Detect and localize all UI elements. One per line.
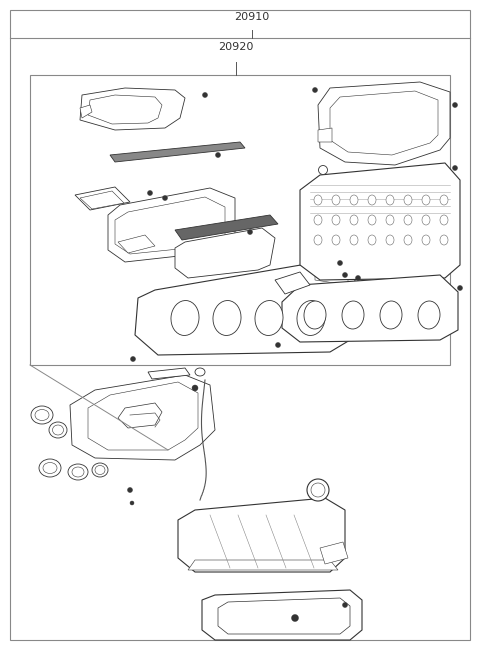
Ellipse shape <box>343 272 348 278</box>
Ellipse shape <box>332 215 340 225</box>
Ellipse shape <box>128 487 132 493</box>
Polygon shape <box>175 215 278 240</box>
Ellipse shape <box>195 368 205 376</box>
Polygon shape <box>148 368 190 379</box>
Ellipse shape <box>311 483 325 497</box>
Polygon shape <box>118 403 162 428</box>
Ellipse shape <box>171 301 199 335</box>
Ellipse shape <box>453 102 457 107</box>
Ellipse shape <box>457 286 463 291</box>
Ellipse shape <box>92 463 108 477</box>
Ellipse shape <box>404 215 412 225</box>
Polygon shape <box>202 590 362 640</box>
Polygon shape <box>135 260 355 355</box>
Ellipse shape <box>291 614 299 622</box>
Ellipse shape <box>255 301 283 335</box>
Ellipse shape <box>276 343 280 348</box>
Polygon shape <box>218 598 350 634</box>
Polygon shape <box>118 235 155 253</box>
Ellipse shape <box>422 215 430 225</box>
Polygon shape <box>88 95 162 124</box>
Ellipse shape <box>248 229 252 234</box>
Ellipse shape <box>404 195 412 205</box>
Ellipse shape <box>337 261 343 265</box>
Ellipse shape <box>95 466 105 474</box>
Polygon shape <box>80 105 92 118</box>
Ellipse shape <box>213 301 241 335</box>
Ellipse shape <box>350 235 358 245</box>
Ellipse shape <box>386 215 394 225</box>
Ellipse shape <box>314 195 322 205</box>
Text: 20910: 20910 <box>234 12 270 22</box>
Ellipse shape <box>314 235 322 245</box>
Polygon shape <box>318 82 450 165</box>
Polygon shape <box>70 375 215 460</box>
Polygon shape <box>318 128 332 142</box>
Polygon shape <box>320 542 348 564</box>
Ellipse shape <box>31 406 53 424</box>
Ellipse shape <box>422 195 430 205</box>
Ellipse shape <box>440 215 448 225</box>
Ellipse shape <box>147 191 153 195</box>
Polygon shape <box>330 91 438 155</box>
Ellipse shape <box>131 356 135 362</box>
FancyBboxPatch shape <box>10 10 470 640</box>
Ellipse shape <box>68 464 88 480</box>
Ellipse shape <box>404 235 412 245</box>
Ellipse shape <box>216 153 220 157</box>
Ellipse shape <box>319 166 327 174</box>
Polygon shape <box>178 498 345 572</box>
Ellipse shape <box>314 215 322 225</box>
Ellipse shape <box>304 301 326 329</box>
Ellipse shape <box>312 88 317 92</box>
Ellipse shape <box>43 462 57 474</box>
Polygon shape <box>275 272 310 294</box>
Ellipse shape <box>39 459 61 477</box>
Ellipse shape <box>350 215 358 225</box>
FancyBboxPatch shape <box>30 75 450 365</box>
Ellipse shape <box>350 195 358 205</box>
Ellipse shape <box>356 276 360 280</box>
Ellipse shape <box>297 301 325 335</box>
Ellipse shape <box>332 235 340 245</box>
Ellipse shape <box>368 235 376 245</box>
Ellipse shape <box>386 195 394 205</box>
Ellipse shape <box>418 301 440 329</box>
Ellipse shape <box>203 92 207 98</box>
Polygon shape <box>175 228 275 278</box>
Ellipse shape <box>368 195 376 205</box>
Ellipse shape <box>343 603 348 607</box>
Polygon shape <box>315 265 348 285</box>
Text: 20920: 20920 <box>218 42 254 52</box>
Ellipse shape <box>49 422 67 438</box>
Polygon shape <box>115 197 225 254</box>
Ellipse shape <box>72 467 84 477</box>
Ellipse shape <box>35 409 49 421</box>
Ellipse shape <box>453 166 457 170</box>
Polygon shape <box>108 188 235 262</box>
Ellipse shape <box>440 195 448 205</box>
Polygon shape <box>88 382 198 450</box>
Ellipse shape <box>52 425 63 435</box>
Ellipse shape <box>386 235 394 245</box>
Ellipse shape <box>422 235 430 245</box>
Ellipse shape <box>332 195 340 205</box>
Polygon shape <box>282 275 458 342</box>
Polygon shape <box>80 88 185 130</box>
Ellipse shape <box>163 195 168 200</box>
Ellipse shape <box>380 301 402 329</box>
Ellipse shape <box>130 501 134 505</box>
Ellipse shape <box>307 479 329 501</box>
Ellipse shape <box>440 235 448 245</box>
Polygon shape <box>110 142 245 162</box>
Ellipse shape <box>342 301 364 329</box>
Polygon shape <box>300 163 460 280</box>
Polygon shape <box>80 191 124 209</box>
Polygon shape <box>188 560 338 570</box>
Polygon shape <box>75 187 130 210</box>
Ellipse shape <box>192 385 198 391</box>
Ellipse shape <box>368 215 376 225</box>
